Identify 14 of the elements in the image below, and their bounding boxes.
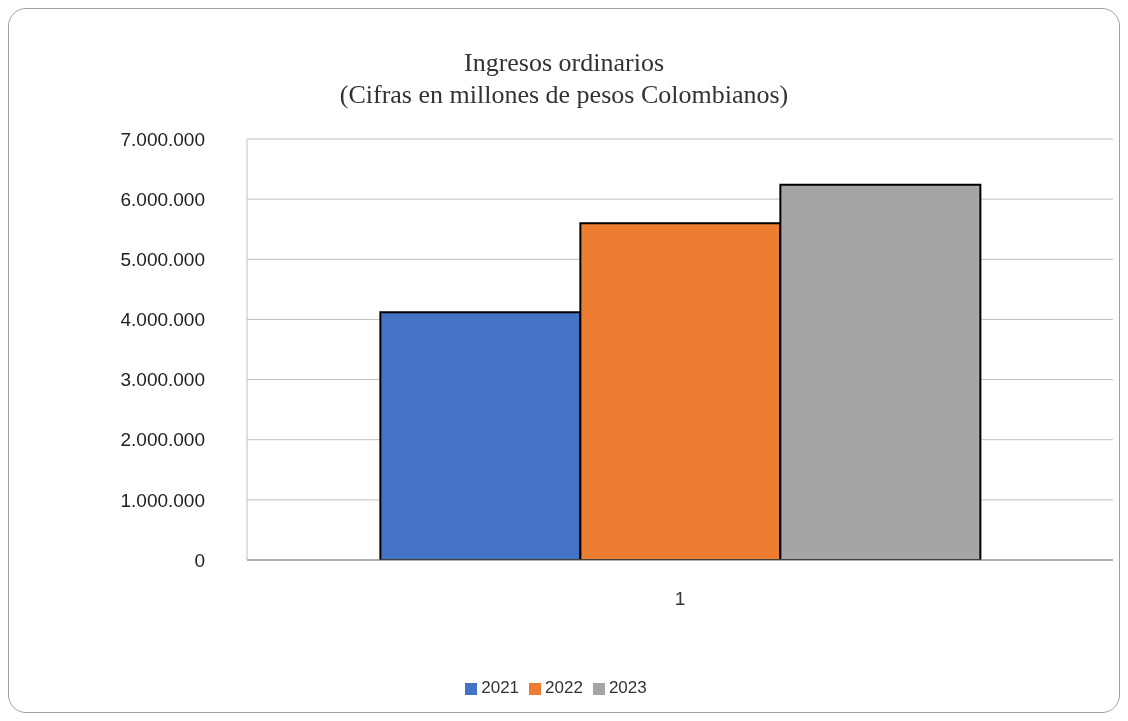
y-tick-label: 2.000.000	[120, 429, 205, 451]
y-tick-label: 5.000.000	[120, 249, 205, 271]
y-tick-label: 3.000.000	[120, 369, 205, 391]
y-tick-label: 0	[194, 549, 205, 571]
y-tick-label: 6.000.000	[120, 188, 205, 210]
chart-title: Ingresos ordinarios	[463, 47, 665, 79]
y-tick-label: 4.000.000	[120, 309, 205, 331]
legend-label: 2021	[481, 678, 520, 697]
x-tick-label: 1	[674, 588, 686, 610]
chart-subtitle: (Cifras en millones de pesos Colombianos)	[338, 79, 790, 111]
legend-label: 2022	[545, 678, 583, 697]
y-tick-label: 1.000.000	[120, 489, 205, 511]
y-tick-label: 7.000.000	[120, 128, 205, 150]
legend-label: 2023	[608, 678, 647, 697]
